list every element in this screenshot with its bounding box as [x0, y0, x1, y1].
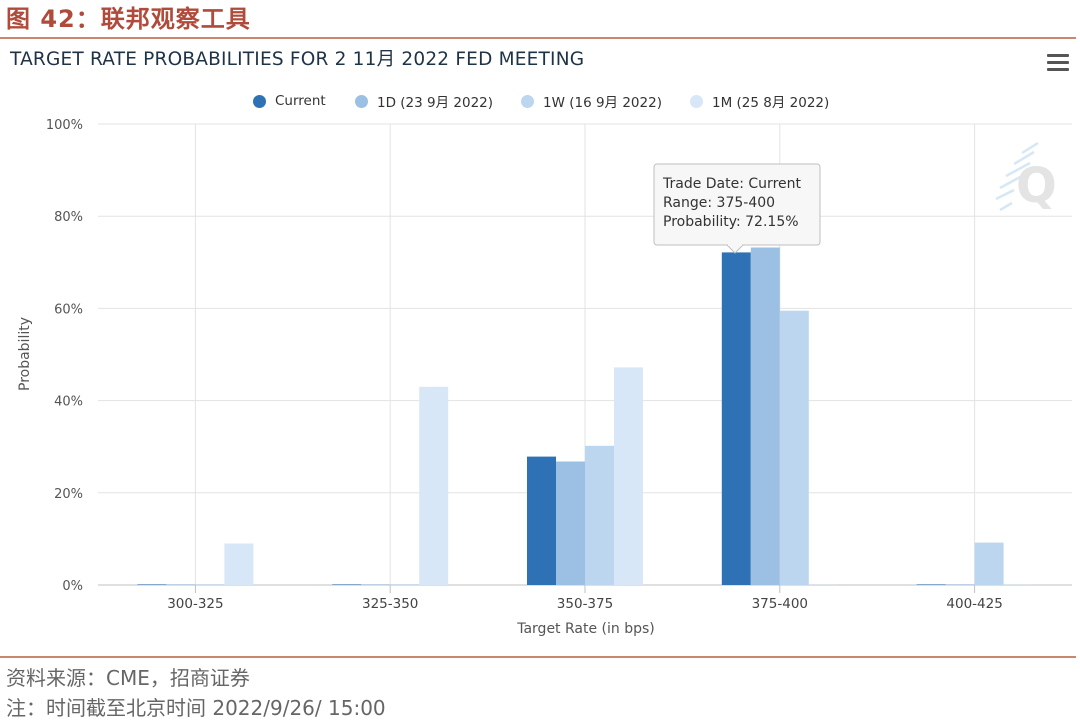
legend-item-1m[interactable]: 1M (25 8月 2022) [690, 90, 829, 112]
bar-series [137, 247, 1033, 586]
svg-text:Q: Q [1016, 158, 1057, 214]
legend-label: Current [275, 93, 326, 109]
bar-1w-300-325[interactable] [195, 584, 225, 585]
bar-1m-300-325[interactable] [224, 543, 254, 586]
y-tick-label: 40% [54, 395, 83, 410]
axes: 0% 20% 40% 60% 80% 100% 300-325 325-350 350-375 3… [46, 118, 1003, 612]
legend-label: 1W (16 9月 2022) [543, 95, 662, 111]
bar-1d-400-425[interactable] [945, 584, 975, 585]
x-tick-label: 400-425 [946, 596, 1002, 612]
legend-label: 1D (23 9月 2022) [377, 95, 494, 111]
bar-1m-400-425[interactable] [1003, 584, 1033, 585]
legend-item-1d[interactable]: 1D (23 9月 2022) [355, 90, 493, 112]
y-axis-title: Probability [17, 317, 33, 391]
tooltip-range: Range: 375-400 [663, 195, 775, 211]
x-axis-title: Target Rate (in bps) [516, 621, 655, 637]
tooltip-pointer [726, 244, 744, 254]
chart-legend: Current 1D (23 9月 2022) 1W (16 9月 2022) … [0, 90, 1080, 112]
q-logo-icon: Q [995, 141, 1057, 214]
bar-1w-375-400[interactable] [779, 310, 809, 585]
x-tick-label: 325-350 [362, 596, 418, 612]
bar-1d-325-350[interactable] [361, 584, 391, 585]
x-tick-label: 350-375 [557, 596, 613, 612]
y-tick-label: 60% [54, 302, 83, 317]
legend-marker [521, 94, 534, 108]
bar-1d-300-325[interactable] [166, 584, 196, 585]
bar-1w-350-375[interactable] [585, 445, 614, 585]
y-tick-label: 100% [46, 118, 83, 133]
bar-1m-375-400[interactable] [808, 584, 838, 585]
legend-label: 1M (25 8月 2022) [712, 95, 830, 111]
y-tick-label: 80% [54, 210, 83, 225]
chart-title: TARGET RATE PROBABILITIES FOR 2 11月 2022… [10, 49, 585, 70]
bar-chart: 0% 20% 40% 60% 80% 100% 300-325 325-350 350-375 3… [17, 118, 1072, 637]
tooltip-trade-date: Trade Date: Current [662, 176, 802, 192]
bar-current-400-425[interactable] [916, 584, 946, 585]
figure-title: 图 42：联邦观察工具 [6, 5, 251, 33]
bar-current-300-325[interactable] [137, 584, 167, 585]
bottom-divider [0, 656, 1076, 658]
y-tick-label: 20% [54, 487, 83, 502]
bar-current-325-350[interactable] [332, 584, 362, 585]
source-note: 资料来源：CME，招商证券 [6, 666, 250, 690]
bar-1m-350-375[interactable] [614, 367, 643, 585]
x-tick-label: 375-400 [752, 596, 808, 612]
bar-current-375-400[interactable] [721, 252, 751, 585]
y-tick-label: 0% [62, 579, 83, 594]
top-divider [0, 37, 1076, 39]
bar-1m-325-350[interactable] [419, 386, 449, 585]
legend-item-current[interactable]: Current [253, 90, 326, 112]
x-tick-label: 300-325 [167, 596, 223, 612]
bar-1d-375-400[interactable] [750, 247, 780, 586]
legend-item-1w[interactable]: 1W (16 9月 2022) [521, 90, 662, 112]
bar-1d-350-375[interactable] [556, 461, 585, 586]
time-note: 注：时间截至北京时间 2022/9/26/ 15:00 [6, 696, 386, 720]
tooltip-probability: Probability: 72.15% [663, 214, 799, 230]
chart-tooltip: Trade Date: Current Range: 375-400 Proba… [653, 163, 821, 254]
legend-marker [355, 94, 368, 108]
bar-current-350-375[interactable] [527, 456, 556, 585]
bar-1w-400-425[interactable] [974, 542, 1004, 585]
hamburger-menu-icon[interactable] [1047, 54, 1069, 72]
legend-marker [253, 94, 266, 108]
bar-1w-325-350[interactable] [390, 584, 420, 585]
legend-marker [690, 94, 703, 108]
